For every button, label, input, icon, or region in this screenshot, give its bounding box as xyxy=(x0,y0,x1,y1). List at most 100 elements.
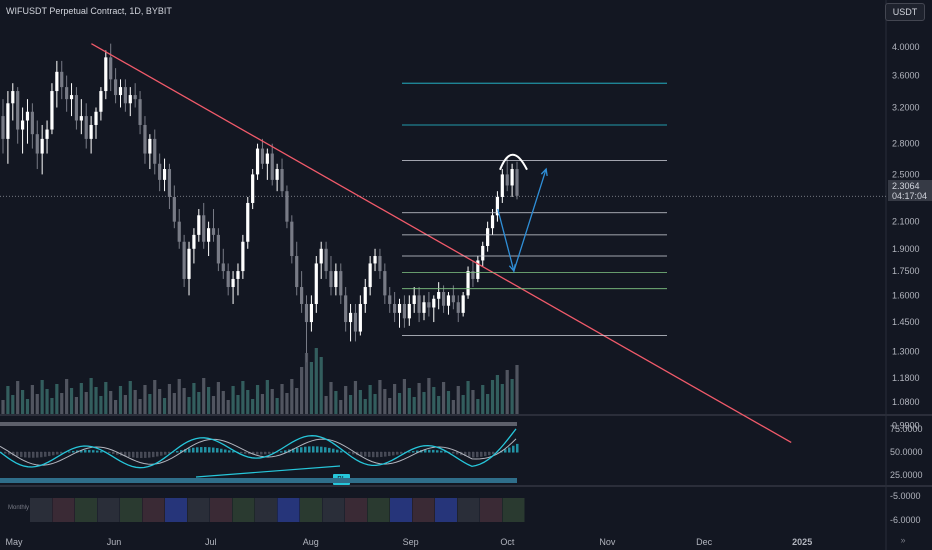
volume-bar xyxy=(407,388,411,414)
y-tick-label: 4.0000 xyxy=(892,42,920,52)
candle-body xyxy=(490,215,495,229)
volume-bar xyxy=(324,396,328,414)
volume-bar xyxy=(241,381,245,414)
candle-body xyxy=(353,312,358,332)
volume-bar xyxy=(378,380,382,414)
oscillator-histogram-bar xyxy=(424,449,427,453)
oscillator-histogram-bar xyxy=(408,451,411,453)
oscillator-histogram-bar xyxy=(168,452,171,454)
volume-bar xyxy=(11,395,15,414)
candle xyxy=(123,79,127,112)
oscillator-histogram-bar xyxy=(208,447,211,453)
candle-body xyxy=(74,95,79,121)
volume-bar xyxy=(207,387,211,414)
oscillator-histogram-bar xyxy=(400,452,403,454)
monthly-block xyxy=(142,498,165,522)
volume-bar xyxy=(6,386,10,414)
candle-series xyxy=(1,43,519,414)
oscillator-histogram-bar xyxy=(448,452,451,453)
volume-bar xyxy=(456,386,460,414)
volume-bar xyxy=(25,399,30,414)
currency-button[interactable]: USDT xyxy=(885,3,925,21)
candle-body xyxy=(280,169,284,192)
volume-bar xyxy=(290,379,294,414)
volume-bar xyxy=(69,388,74,414)
oscillator-histogram-bar xyxy=(304,446,307,453)
candle xyxy=(324,241,328,279)
candle-body xyxy=(50,91,54,130)
volume-bar xyxy=(446,391,451,414)
monthly-block xyxy=(232,498,255,522)
monthly-block xyxy=(300,498,322,522)
volume-bar xyxy=(89,378,93,414)
candle-body xyxy=(197,215,201,235)
candle xyxy=(368,256,372,296)
volume-bar xyxy=(246,390,250,414)
volume-bar xyxy=(358,390,362,414)
volume-bar xyxy=(393,384,397,414)
volume-bar xyxy=(35,394,39,414)
candle xyxy=(35,120,39,170)
candle xyxy=(251,169,255,210)
candle xyxy=(16,87,20,144)
candle-body xyxy=(187,248,191,279)
oscillator-histogram-bar xyxy=(56,452,59,455)
scroll-to-realtime-button[interactable]: » xyxy=(896,534,910,546)
bar-countdown: 04:17:04 xyxy=(892,191,928,201)
oscillator-histogram-bar xyxy=(352,452,355,455)
candle-body xyxy=(427,302,431,308)
lower-tick-label: -6.0000 xyxy=(890,515,921,525)
oscillator-tick-label: 75.0000 xyxy=(890,424,923,434)
candle-body xyxy=(162,169,167,180)
candle-body xyxy=(231,278,235,288)
oscillator-histogram-bar xyxy=(176,451,179,453)
oscillator-histogram-bar xyxy=(212,447,215,453)
candle xyxy=(309,295,313,332)
volume-bar xyxy=(16,381,20,414)
volume-bar xyxy=(133,390,137,414)
oscillator-histogram-bar xyxy=(124,452,127,457)
volume-bar xyxy=(295,388,299,414)
candle xyxy=(402,295,407,328)
oscillator-histogram-bar xyxy=(368,452,371,457)
candle-body xyxy=(221,263,225,272)
candle xyxy=(177,209,181,249)
oscillator-histogram-bar xyxy=(312,446,315,453)
oscillator-histogram-bar xyxy=(84,449,87,453)
candle-body xyxy=(113,79,118,96)
monthly-block xyxy=(120,498,142,522)
candle xyxy=(118,79,123,108)
candle-body xyxy=(373,256,377,264)
y-tick-label: 0.9900 xyxy=(892,421,920,431)
candle xyxy=(231,271,235,304)
candle xyxy=(446,292,451,315)
oscillator-histogram-bar xyxy=(160,452,163,456)
chart-title: WIFUSDT Perpetual Contract, 1D, BYBIT xyxy=(6,6,172,16)
oscillator-histogram-bar xyxy=(248,452,251,455)
candle-body xyxy=(412,295,416,304)
candle xyxy=(407,295,411,326)
candle xyxy=(290,215,294,264)
candle xyxy=(128,87,132,117)
candle-body xyxy=(309,303,313,323)
candle xyxy=(216,228,220,272)
oscillator-histogram-bar xyxy=(476,452,479,458)
candle-body xyxy=(495,197,500,216)
oscillator-histogram-bar xyxy=(360,452,363,456)
oscillator-histogram-bar xyxy=(72,450,75,453)
candle-body xyxy=(172,197,176,222)
candle-body xyxy=(270,153,274,180)
candle-body xyxy=(383,271,387,296)
y-tick-label: 1.0800 xyxy=(892,397,920,407)
y-tick-label: 3.2000 xyxy=(892,102,920,112)
oscillator-histogram-bar xyxy=(380,452,383,457)
monthly-block xyxy=(277,498,300,522)
oscillator-histogram-bar xyxy=(348,452,351,454)
candle-body xyxy=(99,91,103,112)
monthly-block xyxy=(165,498,187,522)
candle-body xyxy=(407,303,411,319)
volume-bar xyxy=(187,397,191,414)
candle xyxy=(412,287,416,313)
volume-bar xyxy=(197,392,201,414)
